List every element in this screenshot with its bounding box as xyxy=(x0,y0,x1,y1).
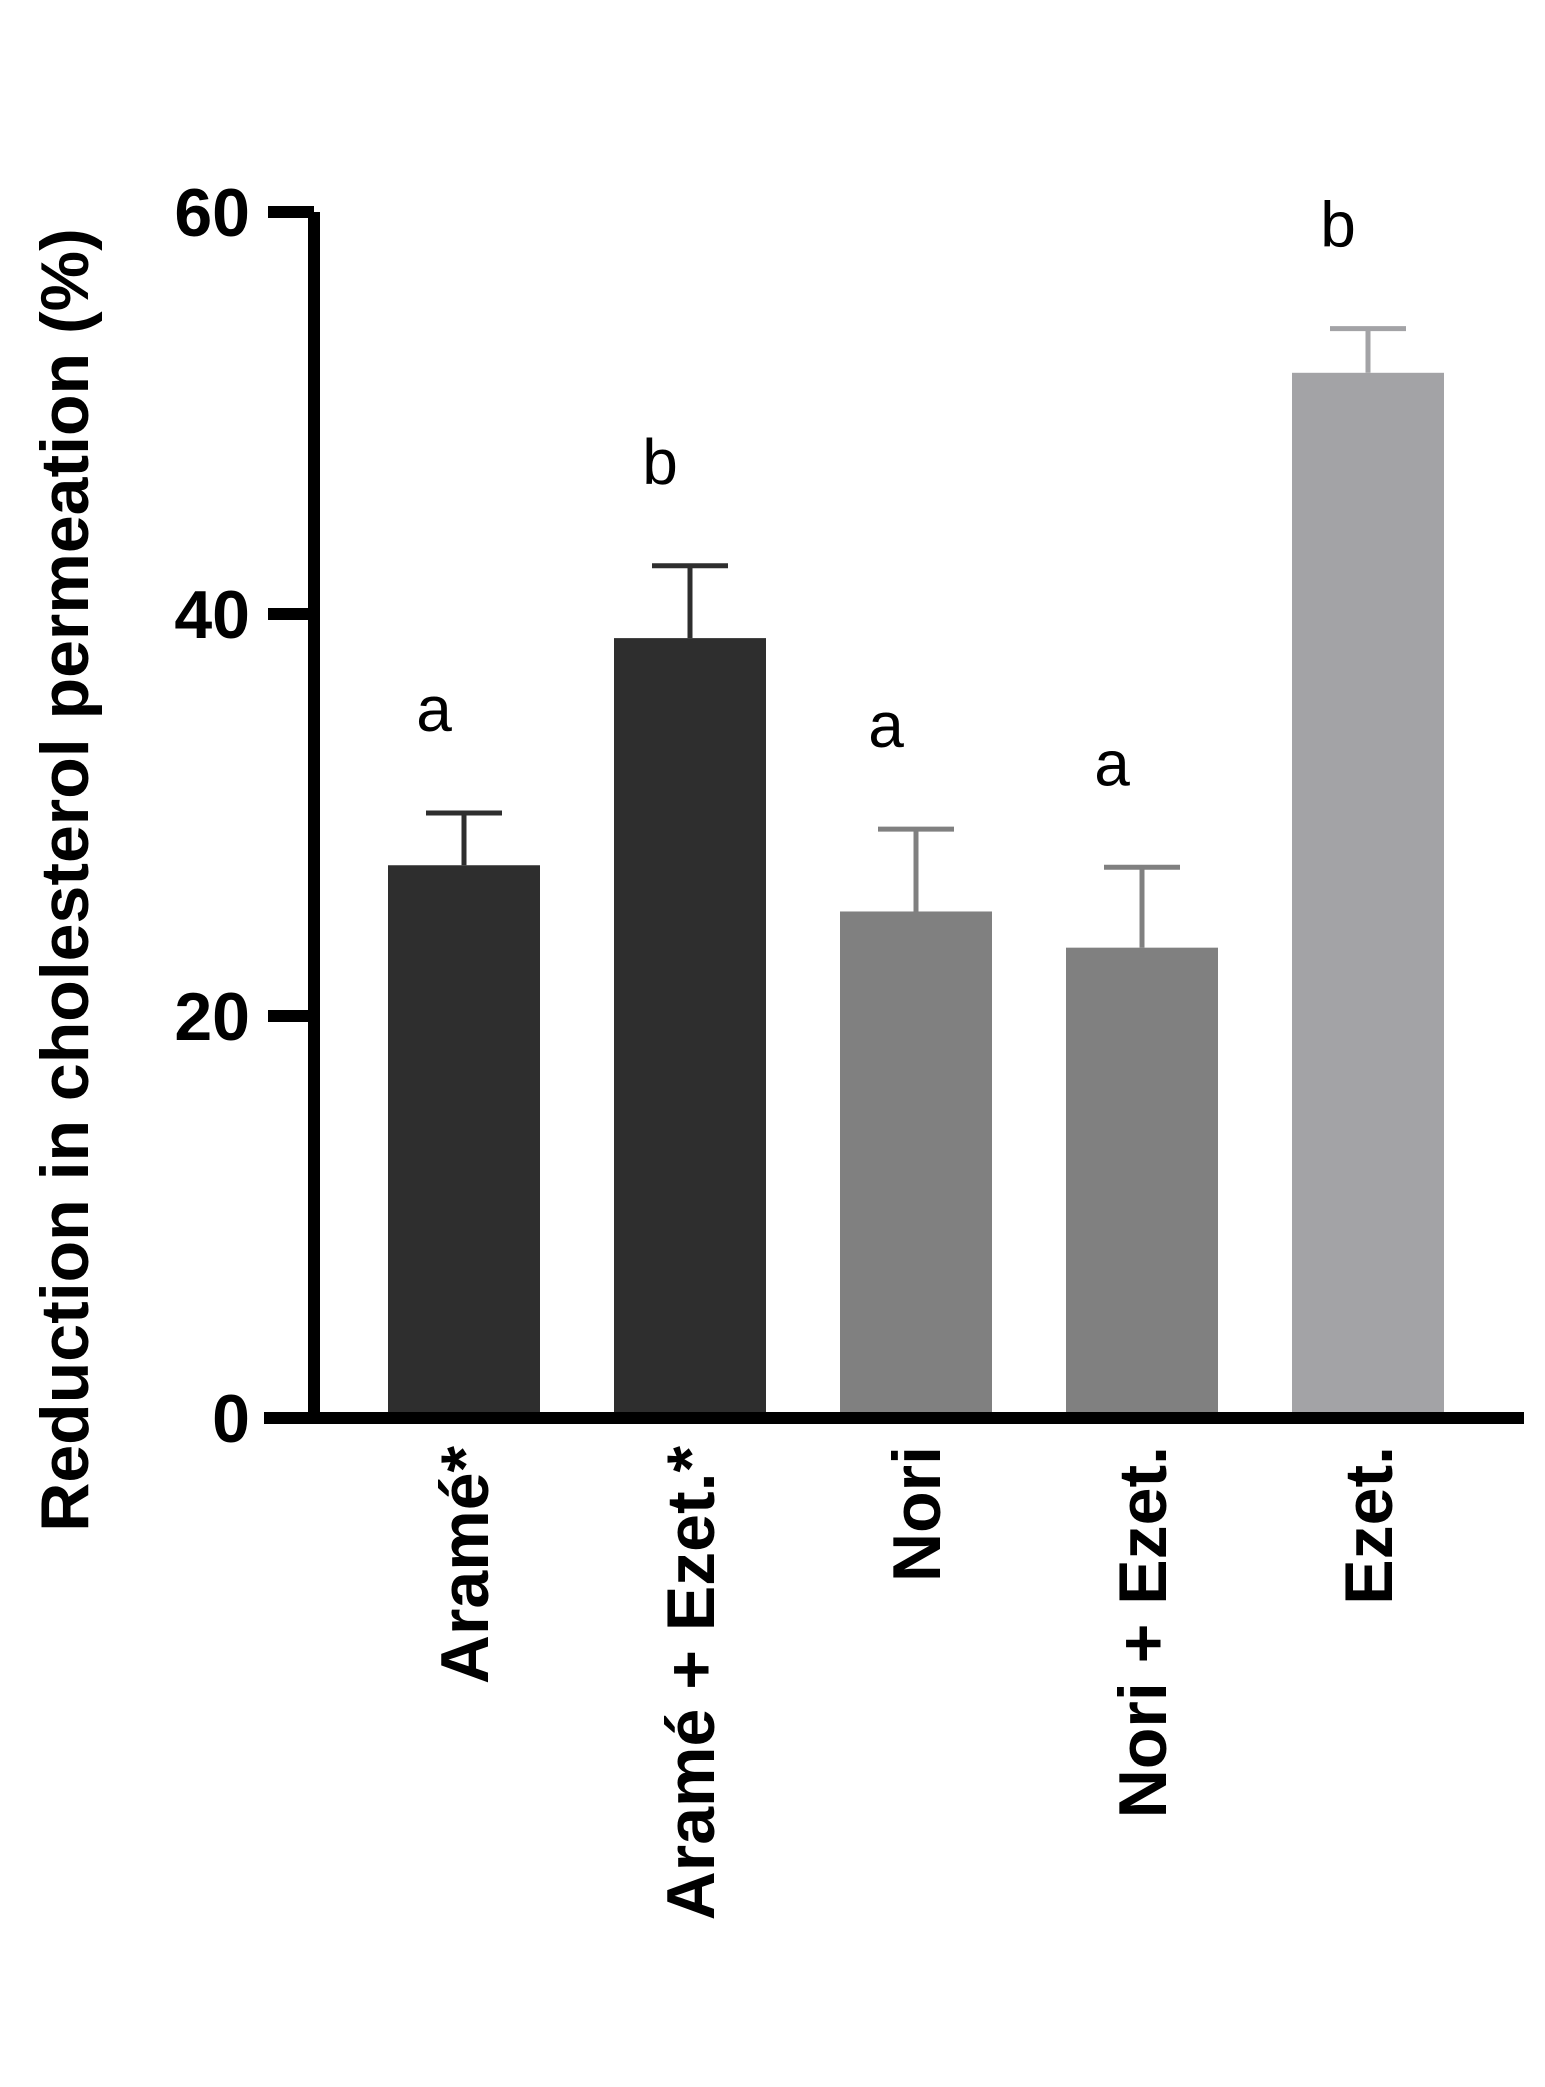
bars-layer xyxy=(388,372,1444,1418)
y-tick-label: 60 xyxy=(174,175,250,251)
category-label: Ezet. xyxy=(1331,1446,1407,1605)
significance-label: b xyxy=(642,426,678,498)
bar xyxy=(614,638,766,1418)
axes-layer xyxy=(264,212,1524,1424)
category-label: Nori xyxy=(879,1446,955,1582)
bar xyxy=(1066,947,1218,1418)
bar xyxy=(840,911,992,1418)
significance-label: a xyxy=(868,689,904,761)
y-ticks-layer: 0 20 40 60 xyxy=(174,175,314,1457)
y-tick-label: 0 xyxy=(212,1381,250,1457)
y-tick-label: 40 xyxy=(174,577,250,653)
error-bars-layer xyxy=(426,326,1406,948)
significance-label: a xyxy=(416,673,452,745)
bar xyxy=(1292,372,1444,1418)
y-tick-label: 20 xyxy=(174,979,250,1055)
category-label: Aramé* xyxy=(427,1445,503,1684)
significance-label: a xyxy=(1094,727,1130,799)
y-axis-label: Reduction in cholesterol permeation (%) xyxy=(27,228,103,1532)
category-labels-layer: Aramé* Aramé + Ezet.* Nori Nori + Ezet. Ezet… xyxy=(427,1445,1407,1920)
category-label: Nori + Ezet. xyxy=(1105,1446,1181,1818)
category-label: Aramé + Ezet.* xyxy=(653,1445,729,1920)
significance-label: b xyxy=(1320,189,1356,261)
significance-labels-layer: a b a a b xyxy=(416,189,1356,800)
bar xyxy=(388,865,540,1418)
